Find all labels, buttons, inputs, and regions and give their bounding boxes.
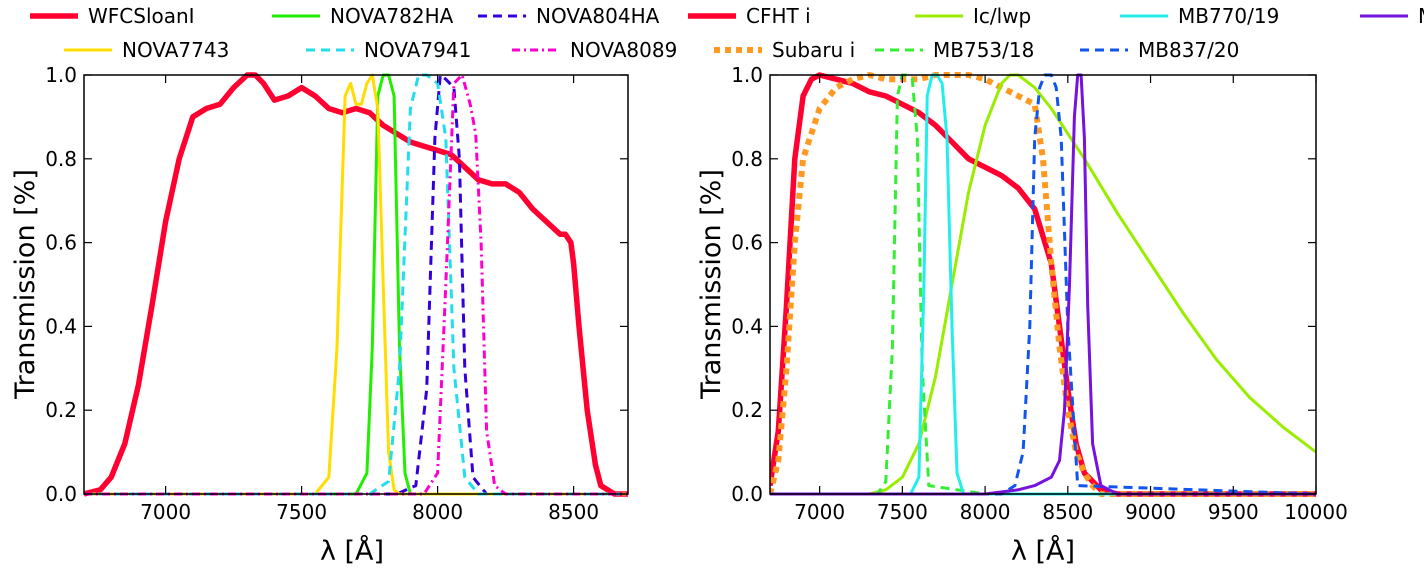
x-tick-label: 7000 <box>794 500 845 524</box>
plot-frame <box>83 74 629 495</box>
x-tick-label: 8000 <box>960 500 1011 524</box>
legend-item: Subaru i <box>714 38 855 62</box>
series-line-mb837-20 <box>770 73 1316 496</box>
series-line-ic-lwp <box>770 73 1316 496</box>
legend-item: MB856/14 <box>1360 4 1424 28</box>
legend-label: NOVA782HA <box>330 4 454 28</box>
legend-label: NOVA804HA <box>536 4 660 28</box>
series-line-mb770-19 <box>770 73 1316 496</box>
series-line-mb753-18 <box>770 73 1316 496</box>
y-axis-label-right: Transmission [%] <box>696 169 727 400</box>
legend-item: NOVA804HA <box>478 4 660 28</box>
legend-item: NOVA782HA <box>272 4 454 28</box>
plot-frame <box>769 74 1317 495</box>
legend-left: WFCSloanI NOVA782HA NOVA804HA NOVA7743 NOVA7… <box>30 4 677 62</box>
x-tick-label: 7500 <box>276 500 327 524</box>
series-line-nova8089 <box>84 73 628 496</box>
plot-area-right <box>770 72 1316 497</box>
y-tick-label: 0.2 <box>45 398 77 422</box>
series-line-nova804ha <box>84 73 628 496</box>
y-tick-label: 0.6 <box>731 231 763 255</box>
legend-item: Ic/lwp <box>915 4 1031 28</box>
legend-label: NOVA7941 <box>364 38 471 62</box>
legend-item: MB837/20 <box>1080 38 1239 62</box>
legend-item: WFCSloanI <box>30 4 195 28</box>
y-tick-label: 0.0 <box>45 482 77 506</box>
x-tick-label: 10000 <box>1284 500 1348 524</box>
series-line-subaru-i <box>770 72 1316 497</box>
legend-item: MB753/18 <box>875 38 1034 62</box>
series-line-nova782ha <box>84 73 628 496</box>
legend-item: CFHT i <box>688 4 811 28</box>
y-axis-label-left: Transmission [%] <box>10 169 41 400</box>
y-tick-label: 0.6 <box>45 231 77 255</box>
x-tick-label: 8000 <box>412 500 463 524</box>
y-tick-label: 0.2 <box>731 398 763 422</box>
legend-label: CFHT i <box>746 4 811 28</box>
chart-right: 7000 7500 8000 8500 9000 9500 10000 0.0 0.2 0.4 0.… <box>696 63 1348 567</box>
x-tick-label: 8500 <box>548 500 599 524</box>
x-tick-label: 7500 <box>877 500 928 524</box>
x-tick-label: 9000 <box>1125 500 1176 524</box>
series-line-nova7941 <box>84 73 628 496</box>
x-tick-label: 8500 <box>1042 500 1093 524</box>
legend-label: Ic/lwp <box>973 4 1031 28</box>
legend-right: CFHT i Ic/lwp MB770/19 MB856/14 Subaru i MB75… <box>688 4 1424 62</box>
legend-label: NOVA8089 <box>570 38 677 62</box>
y-tick-label: 0.8 <box>731 147 763 171</box>
y-tick-label: 1.0 <box>731 63 763 87</box>
plot-area-left <box>84 72 628 497</box>
y-tick-label: 0.8 <box>45 147 77 171</box>
legend-label: Subaru i <box>772 38 855 62</box>
x-axis-label-left: λ [Å] <box>320 535 384 567</box>
legend-item: NOVA8089 <box>512 38 677 62</box>
legend-label: MB837/20 <box>1138 38 1239 62</box>
chart-left: 7000 7500 8000 8500 0.0 0.2 0.4 0.6 0.8 1.0 λ [Å]… <box>10 63 629 567</box>
legend-item: NOVA7743 <box>64 38 229 62</box>
legend-item: NOVA7941 <box>306 38 471 62</box>
legend-label: NOVA7743 <box>122 38 229 62</box>
axes-left: 7000 7500 8000 8500 0.0 0.2 0.4 0.6 0.8 1.0 <box>45 63 629 524</box>
x-tick-label: 9500 <box>1208 500 1259 524</box>
legend-label: WFCSloanI <box>88 4 195 28</box>
y-tick-label: 0.0 <box>731 482 763 506</box>
legend-label: MB753/18 <box>933 38 1034 62</box>
axes-right: 7000 7500 8000 8500 9000 9500 10000 0.0 0.2 0.4 0.… <box>731 63 1348 524</box>
series-line-nova7743 <box>84 73 628 496</box>
legend-label: MB770/19 <box>1178 4 1279 28</box>
y-tick-label: 0.4 <box>45 314 77 338</box>
x-axis-label-right: λ [Å] <box>1011 535 1075 567</box>
legend-label: MB856/14 <box>1418 4 1424 28</box>
series-line-mb856-14 <box>770 73 1316 496</box>
series-line-cfht-i <box>770 72 1316 497</box>
x-tick-label: 7000 <box>140 500 191 524</box>
series-line-wfcsloani <box>84 72 628 497</box>
legend-item: MB770/19 <box>1120 4 1279 28</box>
y-tick-label: 1.0 <box>45 63 77 87</box>
y-tick-label: 0.4 <box>731 314 763 338</box>
